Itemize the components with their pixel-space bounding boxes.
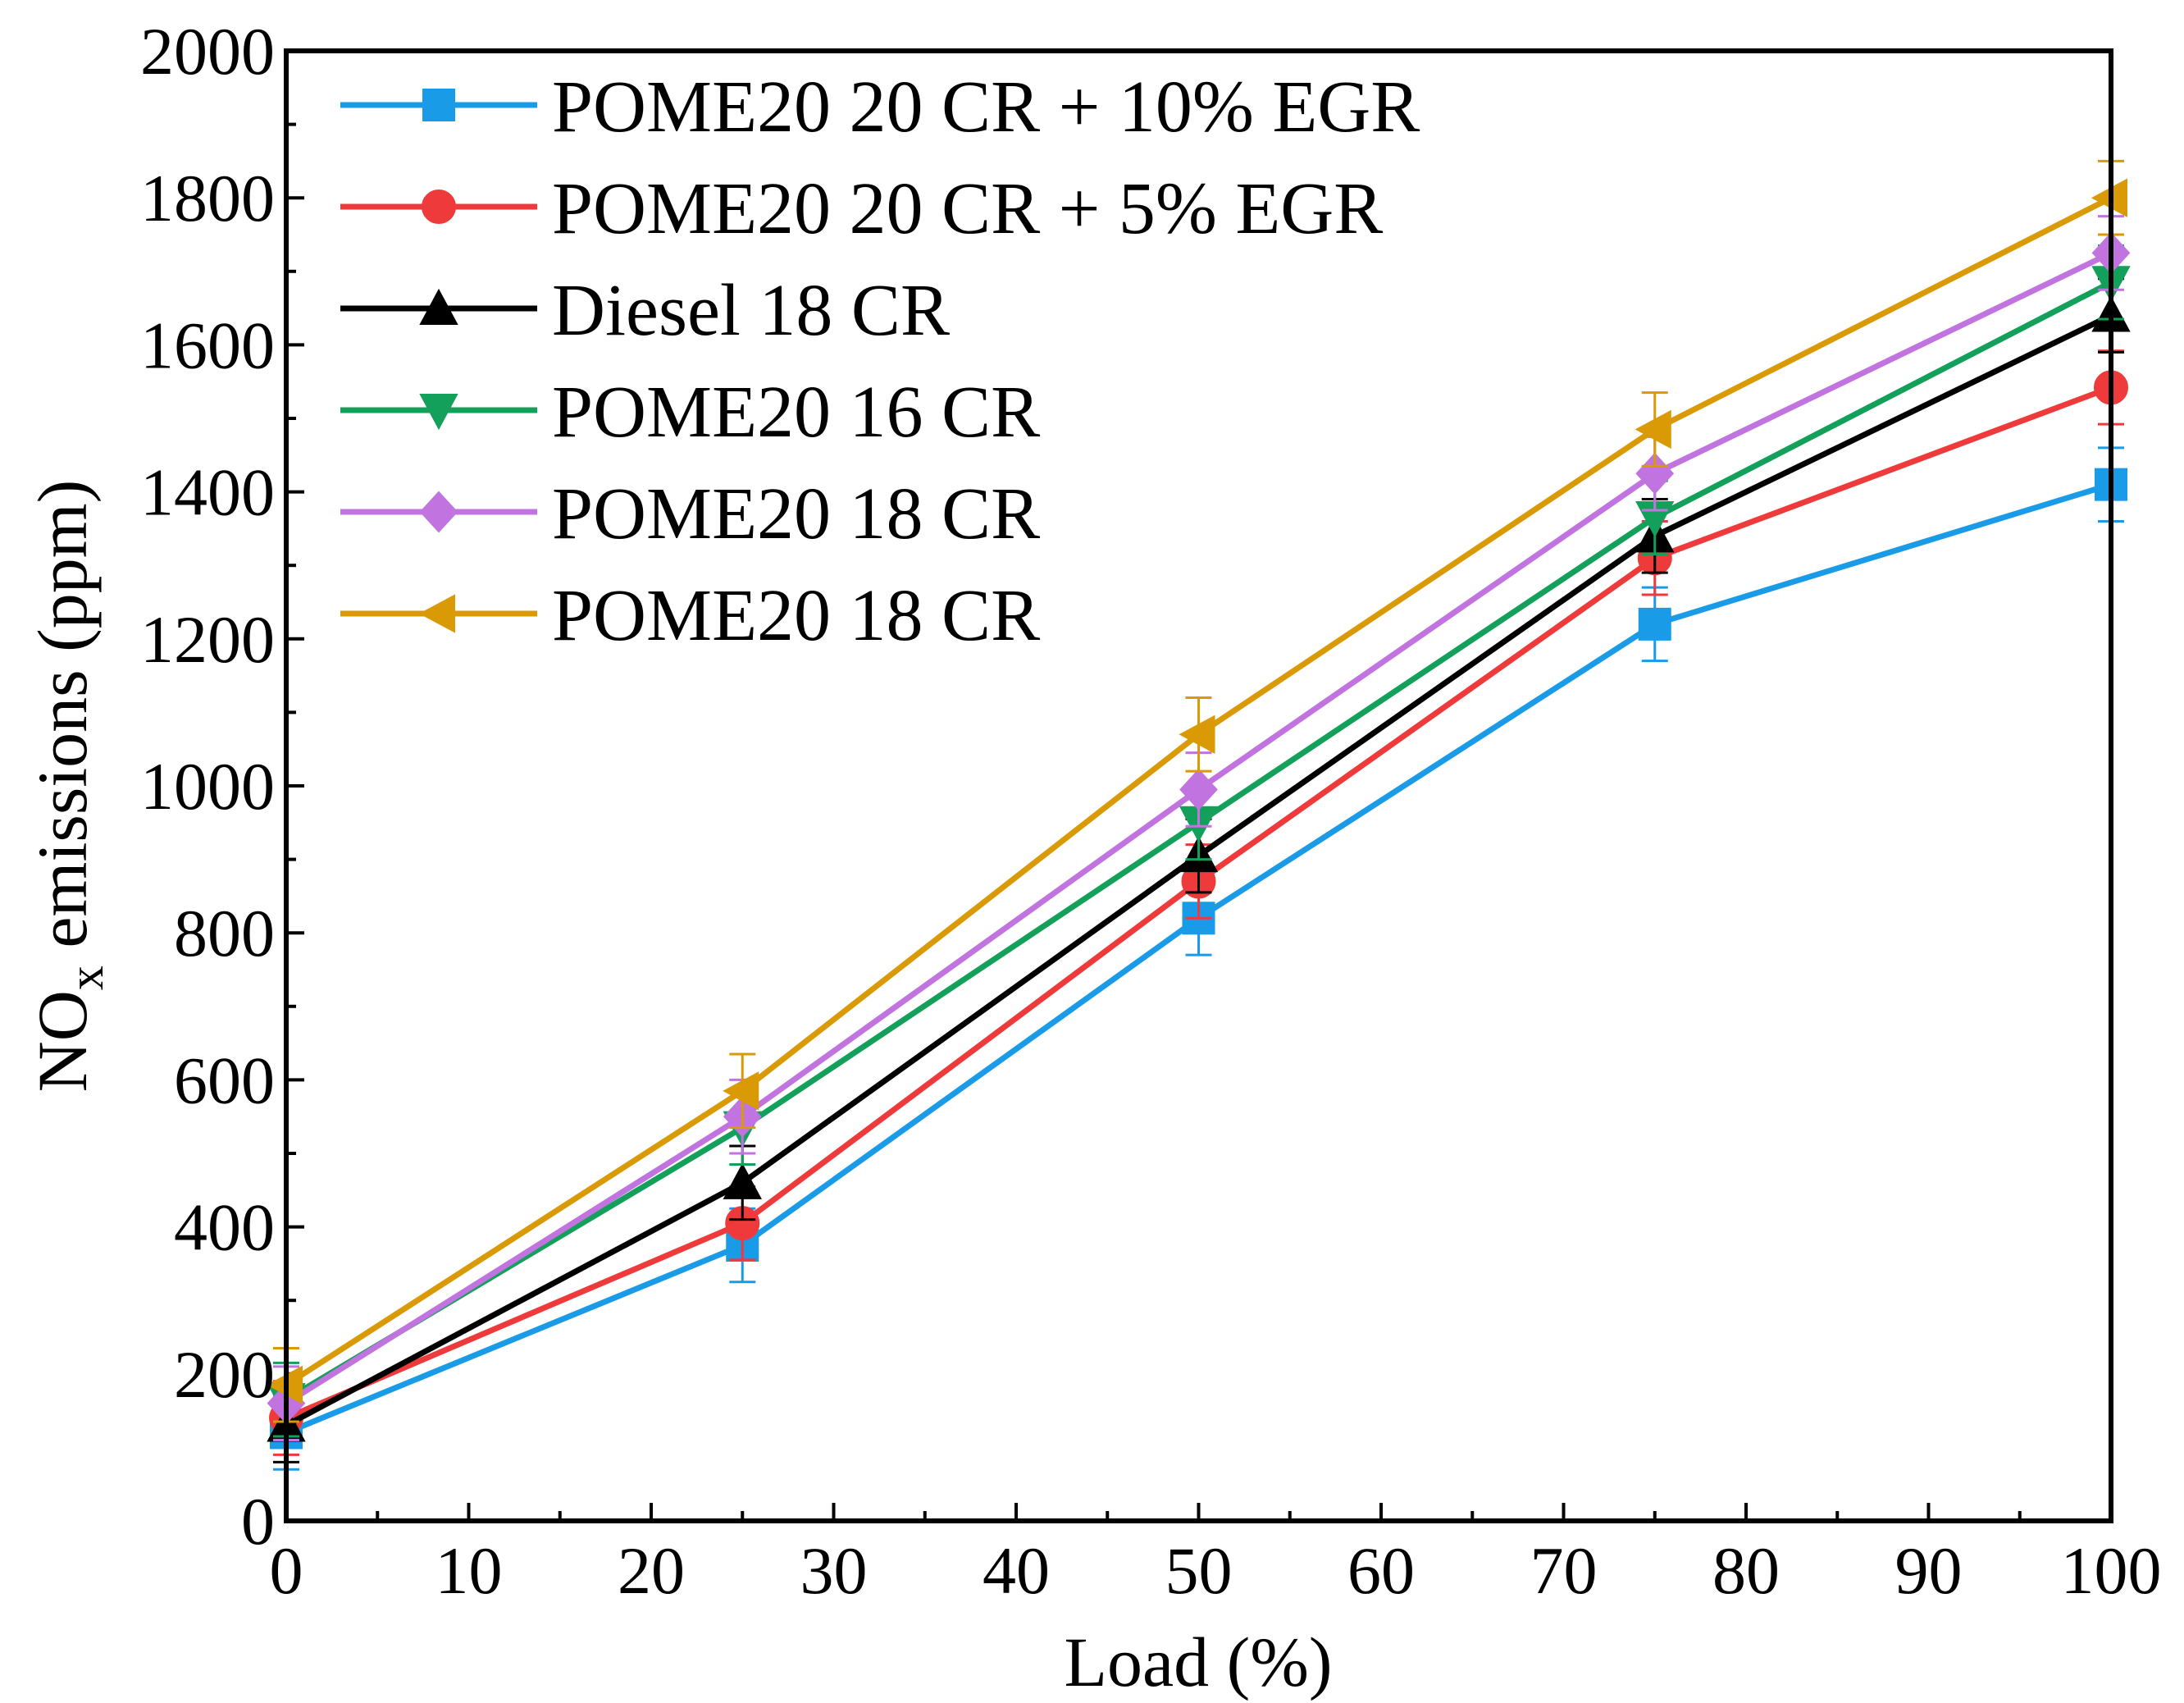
y-tick-label: 400 bbox=[174, 1190, 275, 1265]
y-axis-title-prefix: NO bbox=[23, 990, 102, 1092]
y-axis-title: NOx emissions (ppm) bbox=[23, 480, 113, 1093]
data-point bbox=[1638, 607, 1671, 641]
tick-labels: 0 10 20 30 40 50 60 70 80 90 100020040060080010001… bbox=[140, 14, 2162, 1608]
data-point bbox=[723, 1071, 759, 1111]
y-tick-label: 1200 bbox=[140, 602, 275, 677]
x-axis-title: Load (%) bbox=[1064, 1623, 1332, 1701]
x-tick-label: 20 bbox=[618, 1533, 685, 1608]
y-tick-label: 200 bbox=[174, 1337, 275, 1412]
y-tick-label: 1800 bbox=[140, 161, 275, 235]
y-axis-title-suffix: emissions (ppm) bbox=[23, 480, 102, 966]
legend-label: Diesel 18 CR bbox=[552, 270, 950, 351]
legend-item: POME20 20 CR + 10% EGR bbox=[340, 66, 1420, 148]
legend-label: POME20 18 CR bbox=[552, 473, 1040, 555]
data-point bbox=[723, 1162, 762, 1199]
legend-marker bbox=[419, 394, 458, 431]
legend-item: POME20 20 CR + 5% EGR bbox=[340, 168, 1383, 249]
series-4 bbox=[267, 244, 2131, 1438]
legend: POME20 20 CR + 10% EGR POME20 20 CR + 5% … bbox=[340, 66, 1420, 656]
legend-marker bbox=[422, 189, 456, 224]
series-3 bbox=[267, 277, 2131, 1463]
x-tick-label: 90 bbox=[1895, 1533, 1963, 1608]
series-1 bbox=[270, 446, 2127, 1471]
legend-item: POME20 18 CR bbox=[340, 473, 1040, 555]
legend-label: POME20 20 CR + 10% EGR bbox=[552, 66, 1420, 148]
legend-item: Diesel 18 CR bbox=[340, 270, 950, 351]
data-point bbox=[1179, 715, 1215, 754]
x-tick-label: 70 bbox=[1530, 1533, 1598, 1608]
y-tick-label: 600 bbox=[174, 1043, 275, 1117]
legend-marker bbox=[419, 491, 458, 533]
y-tick-label: 1600 bbox=[140, 308, 275, 382]
x-tick-label: 100 bbox=[2061, 1533, 2162, 1608]
y-tick-label: 800 bbox=[174, 896, 275, 970]
x-tick-label: 10 bbox=[435, 1533, 503, 1608]
legend-marker bbox=[419, 288, 458, 325]
plot-frame bbox=[284, 48, 2113, 1523]
x-tick-label: 80 bbox=[1712, 1533, 1780, 1608]
legend-marker bbox=[418, 594, 455, 633]
y-tick-label: 0 bbox=[241, 1484, 275, 1559]
legend-label: POME20 18 CR bbox=[552, 575, 1040, 656]
y-tick-label: 1000 bbox=[140, 749, 275, 824]
x-tick-label: 0 bbox=[270, 1533, 303, 1608]
y-tick-label: 1400 bbox=[140, 455, 275, 530]
x-tick-label: 30 bbox=[800, 1533, 868, 1608]
x-tick-label: 60 bbox=[1347, 1533, 1415, 1608]
x-tick-label: 50 bbox=[1165, 1533, 1233, 1608]
data-point bbox=[1635, 409, 1671, 450]
y-tick-label: 2000 bbox=[140, 14, 275, 89]
data-point bbox=[1179, 769, 1218, 810]
x-tick-label: 40 bbox=[983, 1533, 1050, 1608]
legend-item: POME20 16 CR bbox=[340, 372, 1040, 453]
data-series bbox=[266, 159, 2131, 1471]
legend-label: POME20 20 CR + 5% EGR bbox=[552, 168, 1383, 249]
legend-label: POME20 16 CR bbox=[552, 372, 1040, 453]
legend-item: POME20 18 CR bbox=[340, 575, 1040, 656]
legend-marker bbox=[422, 89, 455, 121]
y-axis-title-subscript: x bbox=[59, 966, 113, 990]
